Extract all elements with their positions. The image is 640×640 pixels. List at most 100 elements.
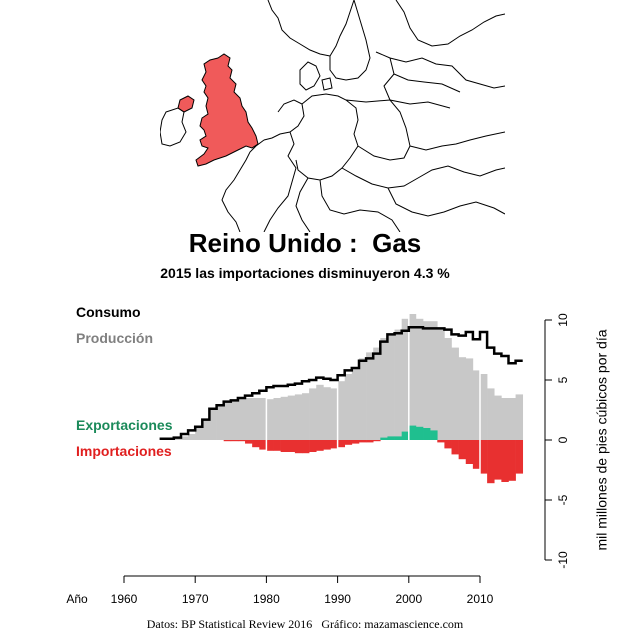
footer-credits: Datos: BP Statistical Review 2016 Gráfic… [0,617,610,632]
y-axis: -10 -5 0 5 10 mil millones de pies cúbicos po… [544,313,610,569]
importaciones-bar-1979 [259,440,267,450]
page-subtitle: 2015 las importaciones disminuyeron 4.3 … [160,265,450,281]
produccion-bar-1999 [401,318,410,440]
produccion-bar-2007 [458,357,467,440]
produccion-bar-1970 [195,428,203,440]
importaciones-bar-1993 [358,440,367,443]
gas-chart: -10 -5 0 5 10 mil millones de pies cúbicos po… [66,308,610,606]
produccion-bar-1986 [309,388,317,440]
importaciones-bar-1992 [351,440,360,444]
importaciones-bar-2015 [515,440,524,474]
produccion-bar-2010 [480,374,488,440]
x-tick-label-1980: 1980 [253,592,280,606]
produccion-bar-1989 [330,388,338,440]
produccion-bar-2015 [515,394,524,440]
produccion-bar-1983 [287,395,296,440]
produccion-bar-2012 [494,395,502,440]
produccion-bar-1992 [351,368,360,440]
footer-grafico: Gráfico: mazamascience.com [321,617,464,631]
importaciones-bar-1982 [280,440,289,452]
importaciones-bar-1995 [373,440,381,442]
produccion-bar-1975 [230,400,239,440]
exportaciones-bar-1999 [401,431,410,440]
produccion-bar-1980 [266,399,274,440]
exportaciones-bar-2001 [415,426,424,440]
produccion-bar-1990 [337,381,346,440]
importaciones-bar-1991 [344,440,353,445]
exportaciones-bar-1996 [380,437,388,440]
y-tick-label-0: 0 [556,436,570,443]
y-tick-label-10: 10 [556,313,570,327]
scandinavia-outline [267,0,371,81]
produccion-bar-1993 [358,358,367,440]
germany-outline [295,93,505,232]
produccion-bar-2000 [408,314,417,440]
importaciones-bar-2012 [494,440,502,480]
produccion-bar-1977 [245,398,253,440]
importaciones-bar-1994 [366,440,374,443]
exportaciones-bar-1997 [387,436,395,440]
x-tick-label-2010: 2010 [467,592,494,606]
importaciones-bar-1977 [245,440,253,444]
produccion-bar-1978 [252,398,260,440]
produccion-bar-1968 [180,436,189,440]
importaciones-bar-2005 [444,440,452,449]
legend-importaciones: Importaciones [76,443,172,459]
produccion-bar-2004 [437,328,445,440]
produccion-bar-2006 [451,347,459,440]
importaciones-bar-2010 [480,440,488,474]
produccion-bar-1971 [202,419,210,440]
y-tick-label--10: -10 [556,551,570,569]
produccion-bar-1995 [373,347,381,440]
importaciones-bar-1987 [316,440,324,451]
produccion-bar-1997 [387,334,395,440]
ireland-outline [160,107,187,147]
importaciones-bar-1984 [294,440,303,454]
produccion-bar-1976 [237,398,246,440]
importaciones-bar-2014 [508,440,516,481]
uk-shape [195,53,259,167]
importaciones-bar-1974 [223,440,232,442]
x-tick-label-1970: 1970 [182,592,209,606]
legend-consumo: Consumo [76,304,141,320]
produccion-bar-1981 [273,398,281,440]
produccion-bar-1982 [280,396,289,440]
produccion-bar-1985 [302,393,310,440]
legend-exportaciones: Exportaciones [76,417,173,433]
benelux-outline [221,99,305,232]
legend-produccion: Producción [76,330,154,346]
importaciones-bar-1980 [266,440,274,451]
map-svg [160,0,505,232]
y-tick-label-5: 5 [556,376,570,383]
importaciones-bar-1978 [252,440,260,448]
produccion-bar-2002 [423,321,431,440]
x-tick-label-2000: 2000 [395,592,422,606]
produccion-bar-1967 [173,438,182,440]
importaciones-bar-2004 [437,440,445,443]
footer-datos: Datos: BP Statistical Review 2016 [146,617,313,631]
exportaciones-bar-2002 [423,428,431,440]
produccion-bar-1972 [209,408,217,440]
importaciones-bar-2011 [487,440,495,484]
produccion-bar-1969 [188,434,196,440]
produccion-bar-1996 [380,338,388,440]
produccion-bar-2003 [430,321,438,440]
importaciones-bar-1975 [230,440,239,442]
produccion-bar-2008 [465,358,474,440]
produccion-bar-2014 [508,398,516,440]
y-tick-label--5: -5 [556,494,570,505]
europe-map [160,0,505,232]
denmark-outline [299,61,333,91]
produccion-bar-1988 [323,387,331,440]
produccion-bar-2013 [501,398,509,440]
importaciones-bar-2006 [451,440,459,455]
x-tick-label-1960: 1960 [111,592,138,606]
produccion-bar-2005 [444,338,452,440]
importaciones-bar-1976 [237,440,246,442]
x-axis: 1960 1970 1980 1990 2000 2010 Año [66,575,494,606]
importaciones-bar-1983 [287,440,296,452]
produccion-bar-2011 [487,388,495,440]
exportaciones-bar-2000 [408,425,417,440]
exportaciones-bars [380,425,438,440]
exportaciones-bar-1998 [394,436,402,440]
